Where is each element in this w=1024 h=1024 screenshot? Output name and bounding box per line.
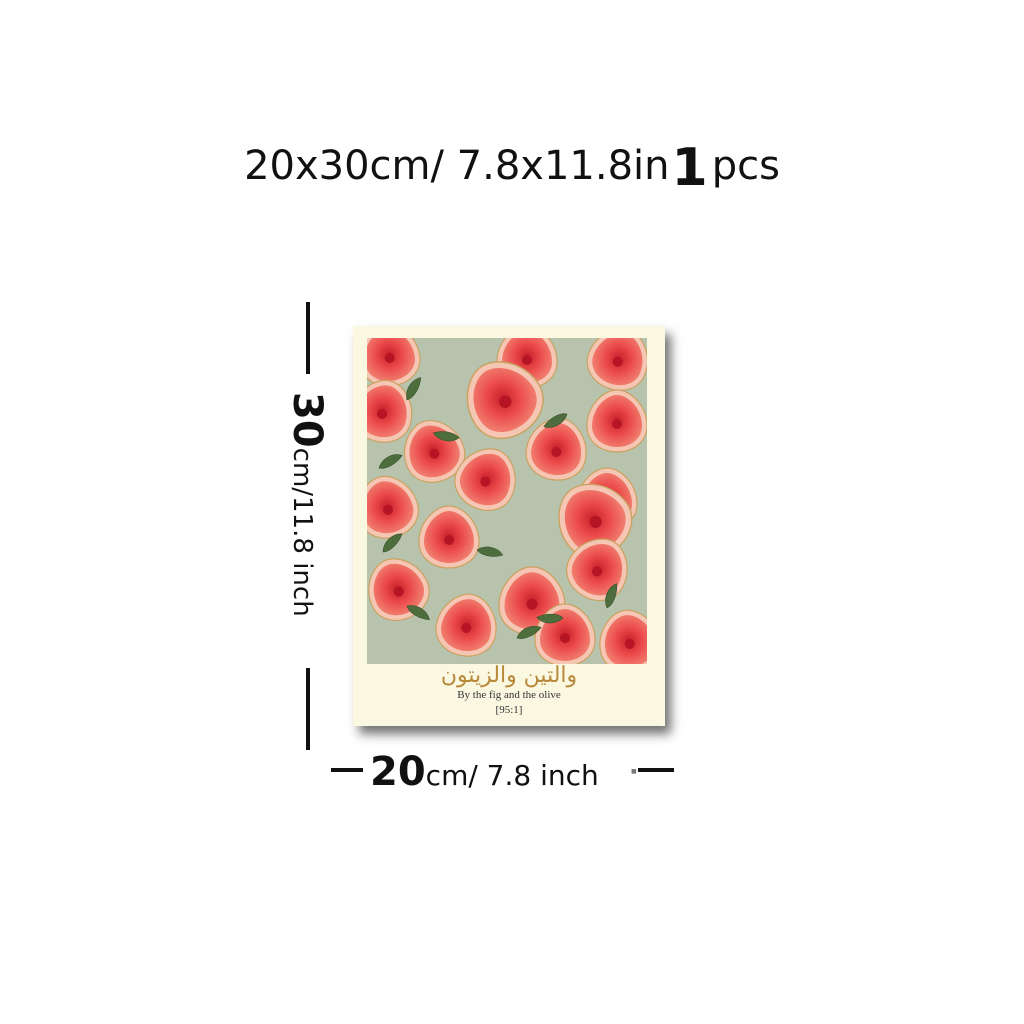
tiny-mark: ■ [631,768,637,775]
quantity-number: 1 [671,138,708,198]
height-dimension-bar-bottom [306,668,310,750]
poster: والتين والزيتون By the fig and the olive… [353,326,665,726]
height-dimension-label: 30cm/11.8 inch [284,392,330,652]
fig-artwork [367,338,647,664]
width-dimension-bar-right [638,768,674,772]
width-dimension-bar-left [331,768,363,772]
width-value: 20 [370,749,426,795]
verse-reference: [95:1] [495,704,523,716]
size-text: 20x30cm/ 7.8x11.8in [244,143,670,189]
width-unit-text: cm/ 7.8 inch [425,759,599,792]
english-title: By the fig and the olive [457,689,561,701]
fig-pattern [367,338,647,664]
size-headline: 20x30cm/ 7.8x11.8in1 pcs [0,140,1024,194]
quantity-unit: pcs [711,143,780,189]
width-dimension-label: 20cm/ 7.8 inch [370,752,599,796]
height-value: 30 [284,392,330,448]
height-unit-text: cm/11.8 inch [287,447,317,617]
height-dimension-bar-top [306,302,310,374]
arabic-title: والتين والزيتون [440,663,578,688]
